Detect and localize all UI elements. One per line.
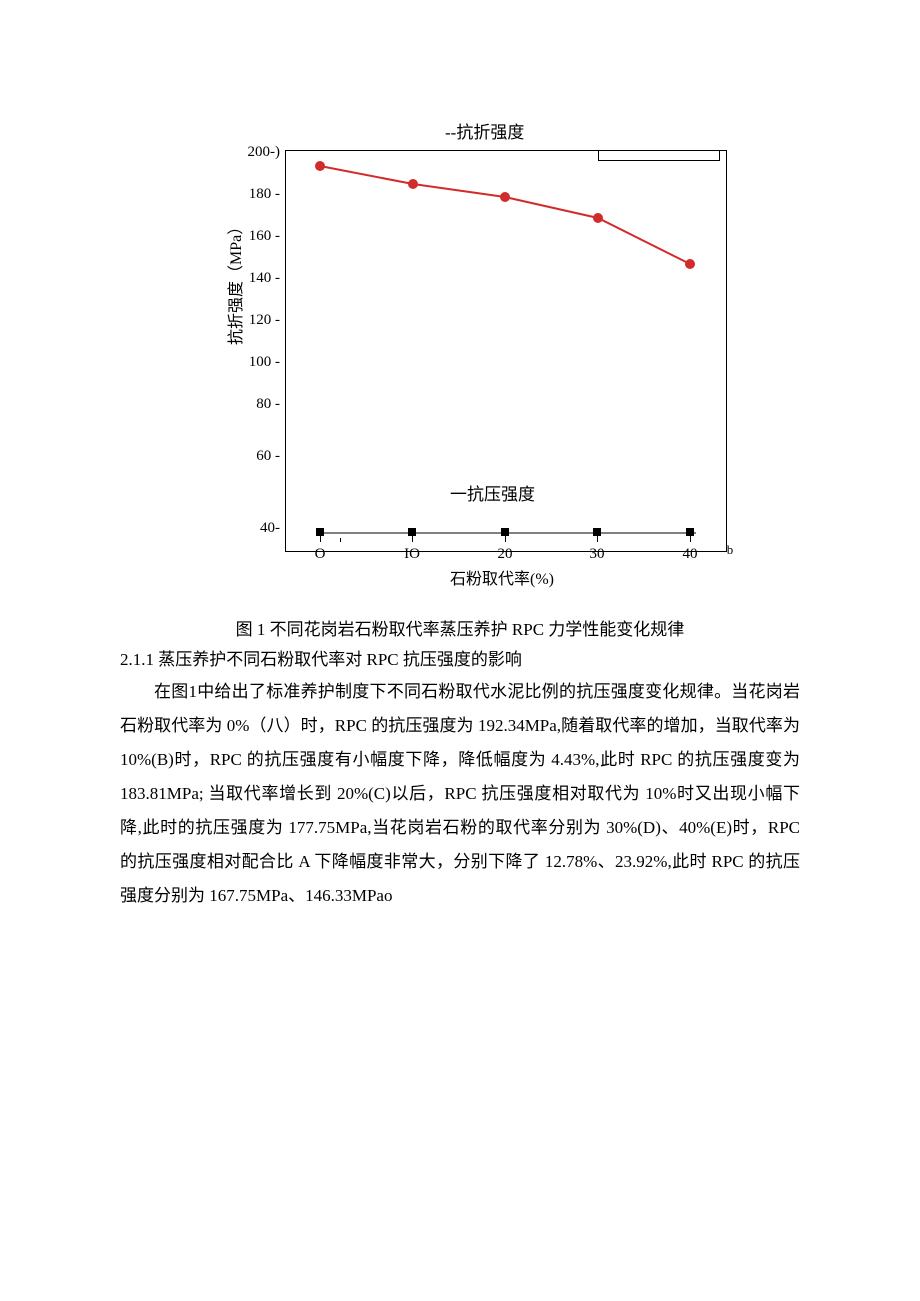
figure-caption: 图 1 不同花岗岩石粉取代率蒸压养护 RPC 力学性能变化规律 — [120, 615, 800, 640]
y-tick: 140 - — [245, 270, 280, 287]
legend-top: --抗折强度 — [445, 118, 524, 143]
y-tick: 120 - — [245, 312, 280, 329]
x-tick-label: O — [315, 546, 326, 563]
x-tick-mark — [505, 536, 506, 542]
section-heading: 2.1.1 蒸压养护不同石粉取代率对 RPC 抗压强度的影响 — [120, 645, 800, 670]
y-tick: 100 - — [245, 354, 280, 371]
y-tick: 40- — [245, 520, 280, 537]
legend-bottom: 一抗压强度 — [450, 480, 535, 505]
x-tick-label: 40 — [683, 546, 698, 563]
x-tick-label: 20 — [498, 546, 513, 563]
y-axis-label: 抗折强度（MPa） — [222, 219, 246, 345]
x-extra-label: b — [727, 542, 734, 558]
y-tick: 80 - — [245, 396, 280, 413]
x-tick-mark — [412, 536, 413, 542]
x-tick-label: 30 — [590, 546, 605, 563]
legend-box-marker — [598, 150, 720, 161]
x-minor-tick — [340, 538, 341, 542]
page-content: --抗折强度 一抗压强度 抗折强度（MPa） 200-) 180 - 160 -… — [0, 0, 920, 913]
chart-figure: --抗折强度 一抗压强度 抗折强度（MPa） 200-) 180 - 160 -… — [180, 110, 740, 590]
y-tick: 180 - — [245, 186, 280, 203]
y-tick: 60 - — [245, 448, 280, 465]
x-tick-mark — [690, 536, 691, 542]
x-tick-label: IO — [404, 546, 420, 563]
x-tick-mark — [320, 536, 321, 542]
x-axis-label: 石粉取代率(%) — [450, 565, 554, 589]
x-axis-line — [316, 532, 696, 534]
x-tick-mark — [597, 536, 598, 542]
y-tick: 200-) — [245, 144, 280, 161]
body-paragraph: 在图1中给出了标准养护制度下不同石粉取代水泥比例的抗压强度变化规律。当花岗岩石粉… — [120, 675, 800, 913]
y-tick: 160 - — [245, 228, 280, 245]
